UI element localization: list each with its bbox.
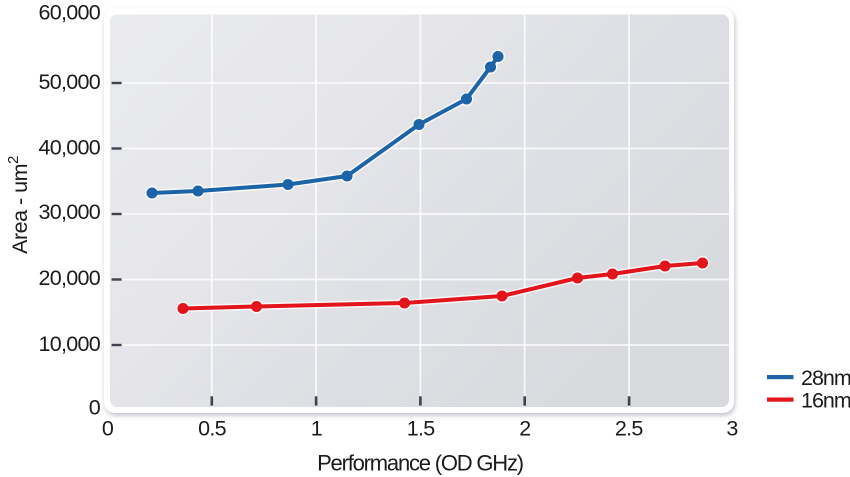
svg-text:20,000: 20,000 [38,266,100,290]
svg-text:Area - um2: Area - um2 [5,156,32,254]
svg-text:0: 0 [89,396,101,420]
svg-text:10,000: 10,000 [38,332,100,356]
svg-text:2: 2 [519,416,530,440]
svg-text:1.5: 1.5 [407,416,436,440]
svg-text:1: 1 [311,416,322,440]
svg-text:28nm: 28nm [801,366,850,390]
svg-text:Performance (OD GHz): Performance (OD GHz) [317,450,523,475]
svg-text:0.5: 0.5 [198,416,227,440]
svg-text:30,000: 30,000 [38,200,100,224]
svg-text:40,000: 40,000 [38,136,100,160]
svg-text:60,000: 60,000 [38,1,100,25]
svg-text:2.5: 2.5 [615,416,644,440]
svg-text:50,000: 50,000 [38,70,100,94]
svg-text:0: 0 [102,416,114,440]
svg-text:3: 3 [726,416,738,440]
svg-text:16nm: 16nm [801,388,850,412]
